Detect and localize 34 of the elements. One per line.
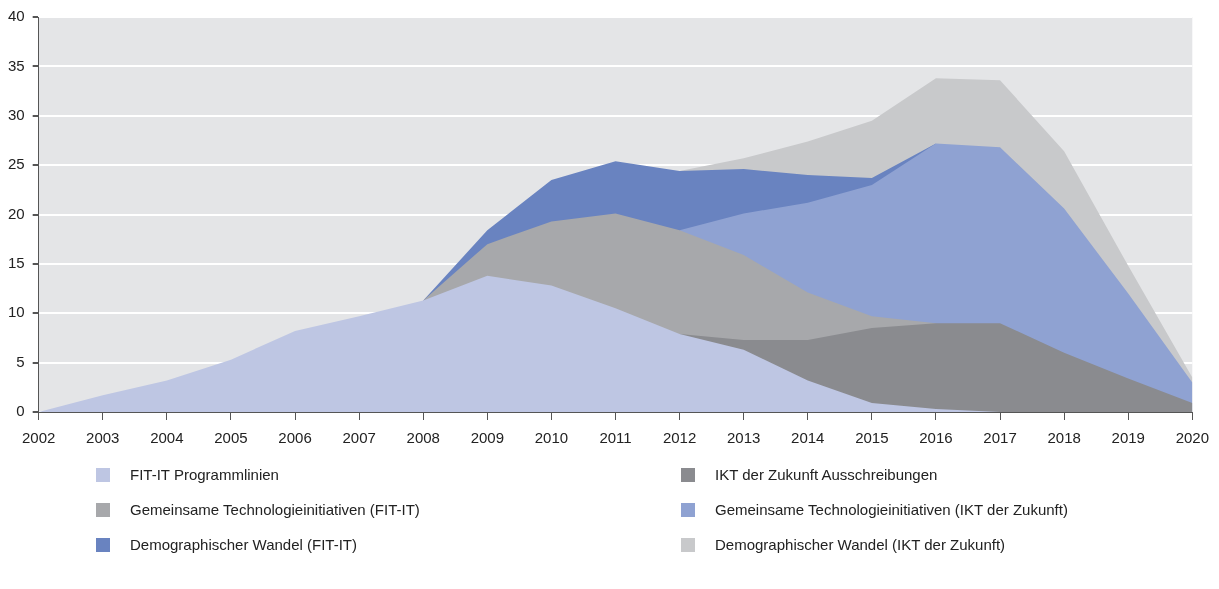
x-tick-label: 2009 xyxy=(470,429,505,447)
y-tick-label: 10 xyxy=(8,303,25,321)
x-tick-label: 2020 xyxy=(1175,429,1209,447)
x-tick-label: 2019 xyxy=(1111,429,1145,447)
y-tick-label: 35 xyxy=(8,56,25,74)
x-tick-label: 2004 xyxy=(150,429,184,447)
x-tick-label: 2018 xyxy=(1047,429,1081,447)
x-tick-label: 2014 xyxy=(791,429,825,447)
x-tick-label: 2003 xyxy=(86,429,120,447)
y-tick-label: 25 xyxy=(8,155,25,173)
x-tick-label: 2008 xyxy=(406,429,440,447)
x-tick-label: 2007 xyxy=(342,429,376,447)
y-tick-label: 40 xyxy=(8,7,25,25)
legend-label: IKT der Zukunft Ausschreibungen xyxy=(715,466,938,483)
legend-label: FIT-IT Programmlinien xyxy=(130,466,279,483)
x-tick-label: 2012 xyxy=(662,429,697,447)
x-tick-label: 2013 xyxy=(726,429,761,447)
legend-label: Demographischer Wandel (FIT-IT) xyxy=(130,536,358,553)
y-tick-label: 5 xyxy=(16,352,25,370)
y-tick-label: 15 xyxy=(8,254,25,272)
x-tick-label: 2002 xyxy=(22,429,56,447)
x-tick-label: 2006 xyxy=(278,429,312,447)
y-tick-label: 30 xyxy=(8,105,25,123)
legend-label: Gemeinsame Technologieinitiativen (IKT der Zukunft) xyxy=(715,501,1068,518)
legend-label: Demographischer Wandel (IKT der Zukunft) xyxy=(715,536,1006,553)
y-tick-label: 20 xyxy=(8,204,25,222)
y-tick-label: 0 xyxy=(16,402,25,420)
legend-label: Gemeinsame Technologieinitiativen (FIT-IT) xyxy=(130,501,420,518)
x-tick-label: 2017 xyxy=(983,429,1017,447)
x-tick-label: 2005 xyxy=(214,429,248,447)
x-tick-label: 2016 xyxy=(919,429,953,447)
x-tick-label: 2010 xyxy=(534,429,569,447)
x-tick-label: 2011 xyxy=(599,429,632,447)
x-tick-label: 2015 xyxy=(855,429,889,447)
